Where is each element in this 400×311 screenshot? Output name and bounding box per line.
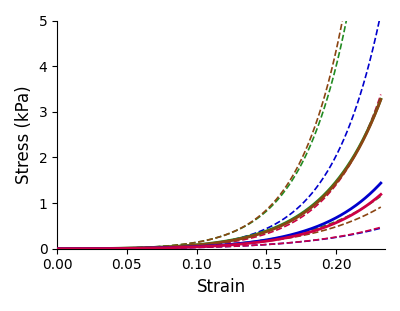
X-axis label: Strain: Strain xyxy=(196,278,246,296)
Y-axis label: Stress (kPa): Stress (kPa) xyxy=(15,85,33,184)
